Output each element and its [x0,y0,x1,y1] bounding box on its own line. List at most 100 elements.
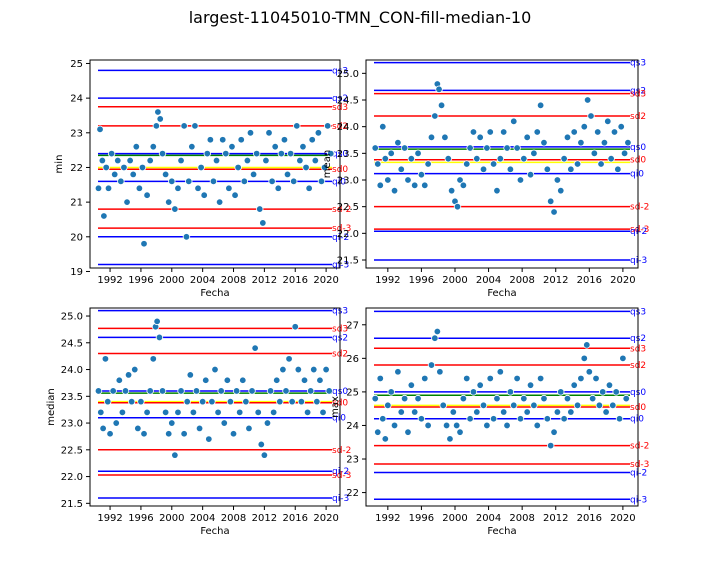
data-point [493,394,501,403]
data-point [573,160,582,168]
data-point [585,368,594,376]
data-point [146,387,154,395]
data-point [540,394,548,403]
x-tick-label: 2004 [476,275,501,286]
data-point [177,387,185,395]
ref-label-qi-3: qi-3 [332,494,349,504]
data-point [174,408,182,417]
data-point [182,233,191,241]
data-point [473,408,481,416]
x-tick-label: 2012 [543,513,568,524]
x-tick-label: 2020 [313,513,338,524]
data-point [274,184,282,192]
x-tick-label: 2012 [252,513,277,524]
axes-frame [89,307,341,507]
data-point [273,376,281,384]
data-point [290,177,298,186]
x-tick-label: 2004 [190,275,215,286]
data-point [489,415,498,423]
y-axis-label: min [54,155,65,174]
ref-label-sd-2: sd-2 [332,205,351,215]
data-point [414,149,422,158]
y-tick-label: 25 [346,387,359,398]
ref-label-sd-2: sd-2 [332,446,351,456]
data-point [168,177,176,186]
data-point [496,368,505,376]
data-point [155,333,164,342]
data-point [570,381,578,389]
data-point [516,415,525,423]
y-tick-label: 23.0 [61,419,83,430]
data-point [466,144,474,152]
data-point [615,415,624,423]
data-point [121,387,130,395]
data-point [417,170,426,179]
data-point [98,156,107,165]
data-point [427,361,436,369]
data-point [225,184,233,192]
x-tick-label: 2000 [159,513,184,524]
data-point [117,177,125,186]
data-point [394,368,402,376]
data-point [276,397,284,406]
ref-label-qi-2: qi-2 [630,468,647,478]
data-point [612,388,620,396]
figure-title: largest-11045010-TMN_CON-fill-median-10 [188,8,532,27]
data-point [217,387,225,395]
ref-label-qi-2: qi-2 [332,233,349,243]
y-axis-label: median [46,388,57,426]
data-point [543,165,552,174]
y-tick-label: 21.5 [337,256,359,267]
data-point [97,408,105,417]
y-tick-label: 24.5 [61,338,83,349]
ref-label-qi0: qi0 [630,415,644,425]
data-point [546,441,555,450]
data-point [400,394,409,403]
data-point [252,149,261,158]
ref-label-qi-3: qi-3 [332,261,349,271]
data-point [106,430,114,438]
data-point [209,177,218,186]
data-point [211,365,219,374]
data-point [246,129,255,137]
axes-frame [89,59,341,269]
data-point [132,142,140,151]
data-point [220,419,228,427]
data-point [242,397,250,406]
data-point [476,381,484,389]
data-point [431,112,439,120]
data-point [374,160,382,168]
data-point [96,125,104,134]
data-point [325,387,333,395]
data-point [99,424,107,433]
data-point [185,177,193,186]
data-point [288,397,296,406]
data-point [577,374,585,383]
data-point [314,129,323,137]
y-tick-label: 23.5 [61,392,83,403]
data-point [503,421,511,430]
data-point [594,128,602,136]
x-axis-label: Fecha [200,526,229,537]
data-point [171,205,179,213]
data-point [374,428,382,436]
data-point [234,163,242,172]
data-point [206,136,215,144]
data-point [379,122,387,131]
data-point [118,408,127,417]
data-point [168,419,176,427]
data-point [444,154,452,163]
data-point [421,374,429,383]
data-point [237,136,245,144]
data-point [243,156,252,165]
data-point [600,138,609,147]
data-point [320,163,329,172]
data-point [256,205,264,213]
data-point [557,388,565,396]
ref-label-sd-3: sd-3 [332,224,351,234]
data-point [249,170,258,179]
data-point [127,397,136,406]
y-axis-label: mean [322,150,333,178]
y-tick-label: 25 [70,59,83,70]
data-point [459,181,468,190]
